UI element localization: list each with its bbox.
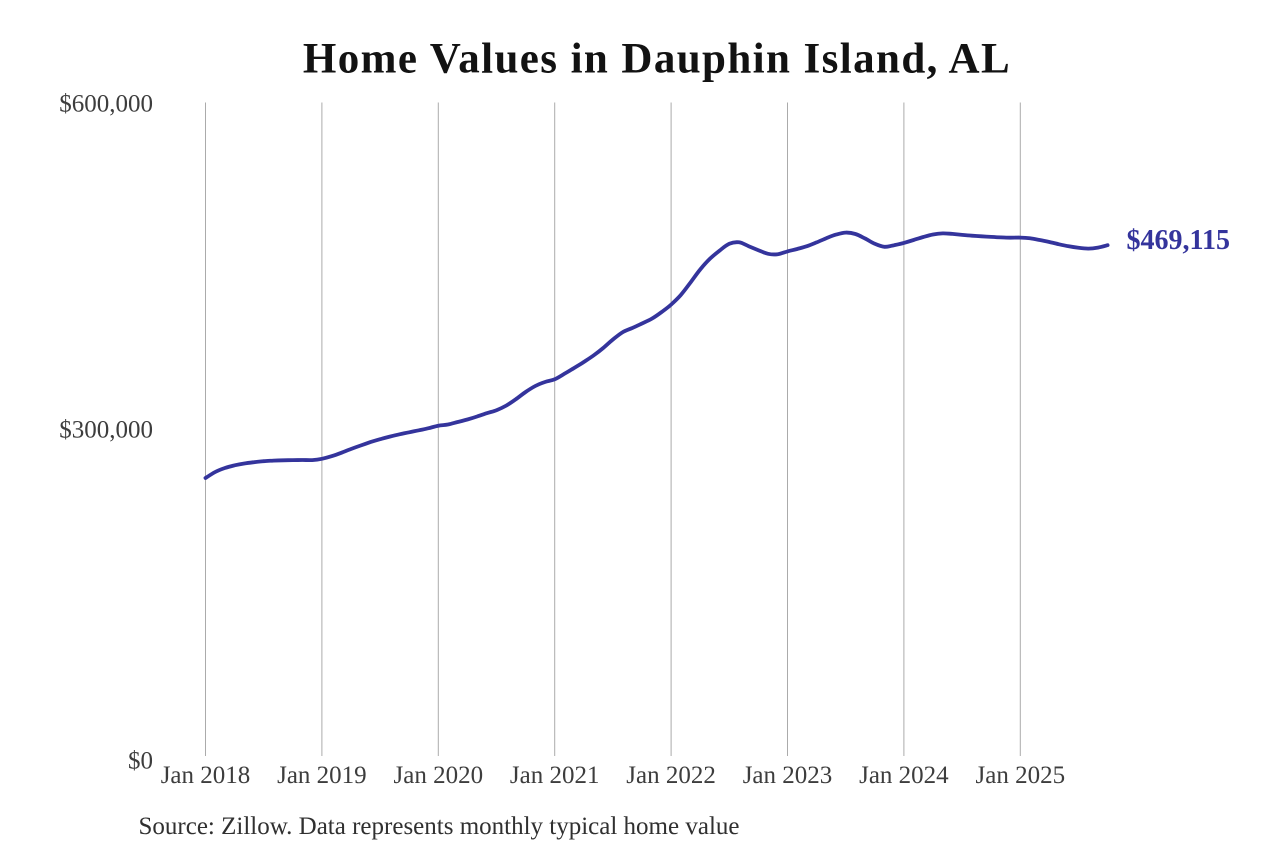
svg-text:Jan 2019: Jan 2019: [277, 762, 367, 789]
svg-text:$469,115: $469,115: [1127, 225, 1230, 256]
svg-text:Home Values in Dauphin Island,: Home Values in Dauphin Island, AL: [303, 35, 1011, 82]
svg-text:Jan 2023: Jan 2023: [743, 762, 833, 789]
svg-text:Jan 2024: Jan 2024: [859, 762, 949, 789]
svg-text:$300,000: $300,000: [59, 417, 153, 444]
svg-text:Jan 2021: Jan 2021: [510, 762, 600, 789]
svg-text:$600,000: $600,000: [59, 90, 153, 117]
svg-text:Source: Zillow. Data represent: Source: Zillow. Data represents monthly …: [139, 813, 740, 840]
svg-text:Jan 2022: Jan 2022: [626, 762, 716, 789]
svg-text:$0: $0: [128, 748, 153, 775]
svg-text:Jan 2020: Jan 2020: [394, 762, 484, 789]
svg-text:Jan 2018: Jan 2018: [161, 762, 251, 789]
svg-text:Jan 2025: Jan 2025: [976, 762, 1066, 789]
